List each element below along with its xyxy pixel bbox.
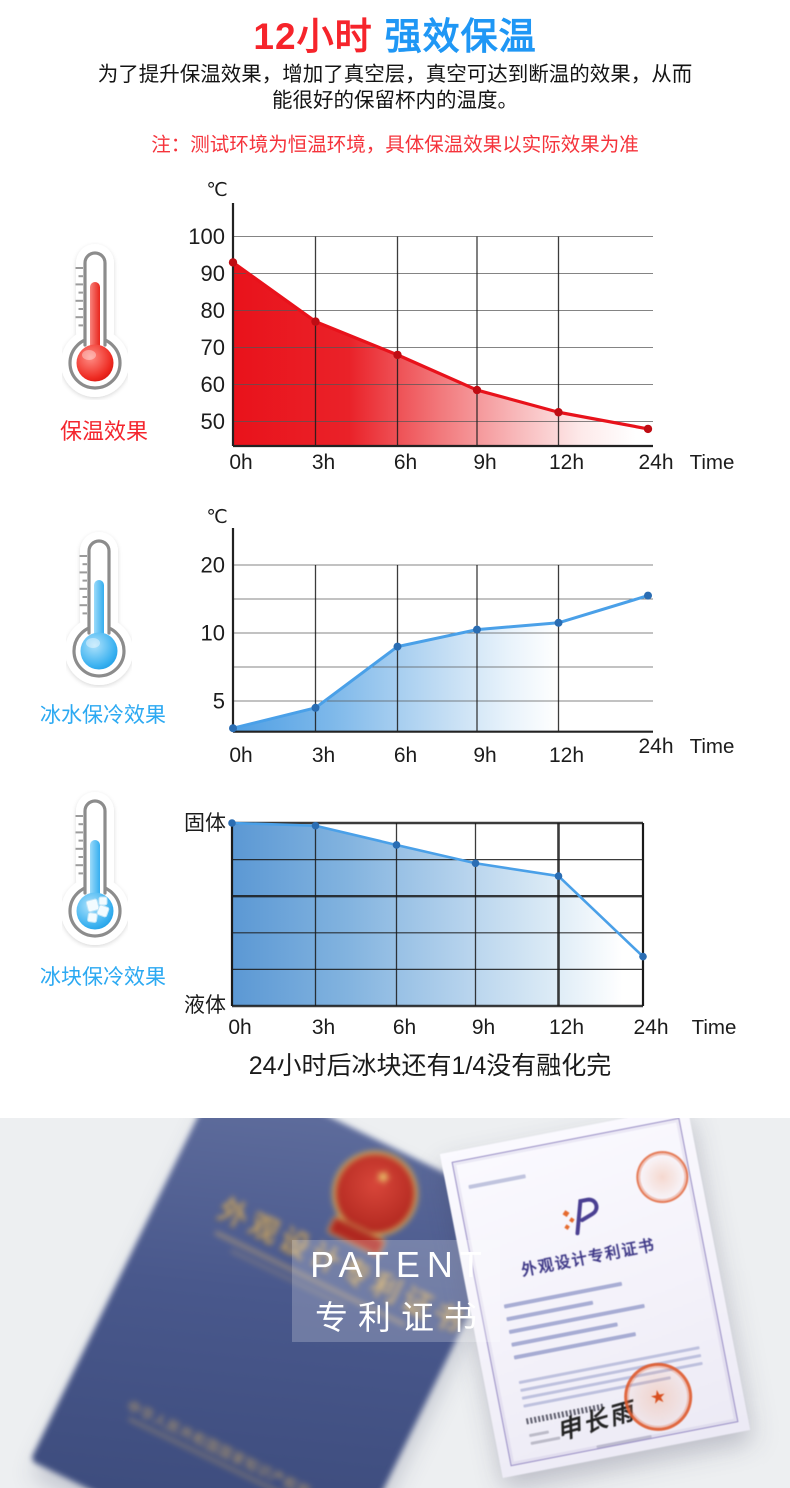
page-title-duration: 12小时	[253, 16, 373, 57]
description-text: 为了提升保温效果，增加了真空层，真空可达到断温的效果，从而 能很好的保留杯内的温…	[0, 62, 790, 114]
svg-text:80: 80	[201, 298, 225, 323]
area-fill	[233, 262, 648, 446]
patent-overlay-label: PATENT 专利证书	[292, 1240, 500, 1342]
disclaimer-note: 注：测试环境为恒温环境，具体保温效果以实际效果为准	[151, 134, 639, 156]
data-points	[228, 258, 653, 434]
patent-photo-section: ★ 外观设计专利证书 中华人民共和国国家知识产权局 外观设计专利证书	[0, 1118, 790, 1488]
svg-text:10: 10	[201, 621, 225, 646]
gridlines	[233, 564, 653, 732]
data-points	[228, 819, 647, 961]
svg-text:12h: 12h	[549, 744, 584, 767]
svg-text:6h: 6h	[394, 451, 417, 474]
gridlines	[232, 821, 643, 1008]
svg-text:9h: 9h	[473, 451, 496, 474]
svg-text:0h: 0h	[229, 451, 252, 474]
svg-text:60: 60	[201, 372, 225, 397]
svg-text:固体: 固体	[184, 812, 226, 835]
svg-text:20: 20	[201, 553, 225, 578]
series-line	[231, 260, 650, 431]
series-line	[230, 821, 645, 958]
thermometer-cold-icon	[66, 530, 132, 688]
ice-water-chart: ℃ 20 10 5 0h 3h 6h 9h 12h 24h Time	[201, 507, 735, 767]
svg-text:℃: ℃	[206, 507, 227, 528]
svg-text:5: 5	[213, 689, 225, 714]
ice-cubes-glyph	[85, 896, 110, 923]
axes	[230, 823, 645, 1006]
svg-text:70: 70	[201, 335, 225, 360]
description-line-1: 为了提升保温效果，增加了真空层，真空可达到断温的效果，从而	[97, 63, 693, 86]
axes	[231, 203, 653, 448]
book-footer-text: 中华人民共和国国家知识产权局	[124, 1398, 314, 1488]
svg-text:0h: 0h	[228, 1016, 251, 1039]
svg-text:Time: Time	[690, 735, 735, 758]
svg-text:3h: 3h	[312, 1016, 335, 1039]
thermometer-ice-icon	[62, 790, 128, 948]
svg-text:24h: 24h	[633, 1016, 668, 1039]
svg-text:12h: 12h	[549, 1016, 584, 1039]
svg-text:6h: 6h	[394, 744, 417, 767]
ice-cube-label: 冰块保冷效果	[40, 966, 166, 989]
svg-text:9h: 9h	[472, 1016, 495, 1039]
svg-text:100: 100	[188, 224, 225, 249]
data-points	[229, 591, 652, 733]
axis-labels: ℃ 20 10 5 0h 3h 6h 9h 12h 24h Time	[201, 507, 735, 767]
svg-text:3h: 3h	[312, 451, 335, 474]
svg-text:24h: 24h	[638, 451, 673, 474]
svg-text:90: 90	[201, 261, 225, 286]
svg-text:℃: ℃	[206, 180, 227, 201]
series-line	[231, 594, 650, 730]
area-fill	[232, 823, 643, 1006]
svg-text:9h: 9h	[473, 744, 496, 767]
ice-cube-caption: 24小时后冰块还有1/4没有融化完	[248, 1052, 612, 1080]
patent-overlay-en: PATENT	[310, 1243, 489, 1285]
svg-text:Time: Time	[690, 451, 735, 474]
svg-text:24h: 24h	[638, 735, 673, 758]
ice-water-label: 冰水保冷效果	[40, 704, 166, 727]
description-line-2: 能很好的保留杯内的温度。	[272, 89, 518, 112]
patent-certificate: 外观设计专利证书 申长雨 ★	[439, 1118, 751, 1479]
svg-text:液体: 液体	[184, 994, 226, 1017]
svg-text:3h: 3h	[312, 744, 335, 767]
page-title: 12小时 强效保温	[0, 6, 790, 60]
axes	[231, 528, 653, 733]
svg-text:12h: 12h	[549, 451, 584, 474]
svg-text:50: 50	[201, 409, 225, 434]
svg-text:6h: 6h	[393, 1016, 416, 1039]
sipo-logo-icon	[562, 1197, 599, 1236]
heat-retention-label: 保温效果	[59, 419, 148, 444]
svg-text:Time: Time	[692, 1016, 737, 1039]
thermometer-hot-icon	[62, 242, 128, 400]
svg-text:0h: 0h	[229, 744, 252, 767]
gridlines	[233, 235, 653, 446]
page-title-feature: 强效保温	[384, 16, 537, 57]
patent-overlay-cn: 专利证书	[315, 1298, 487, 1336]
